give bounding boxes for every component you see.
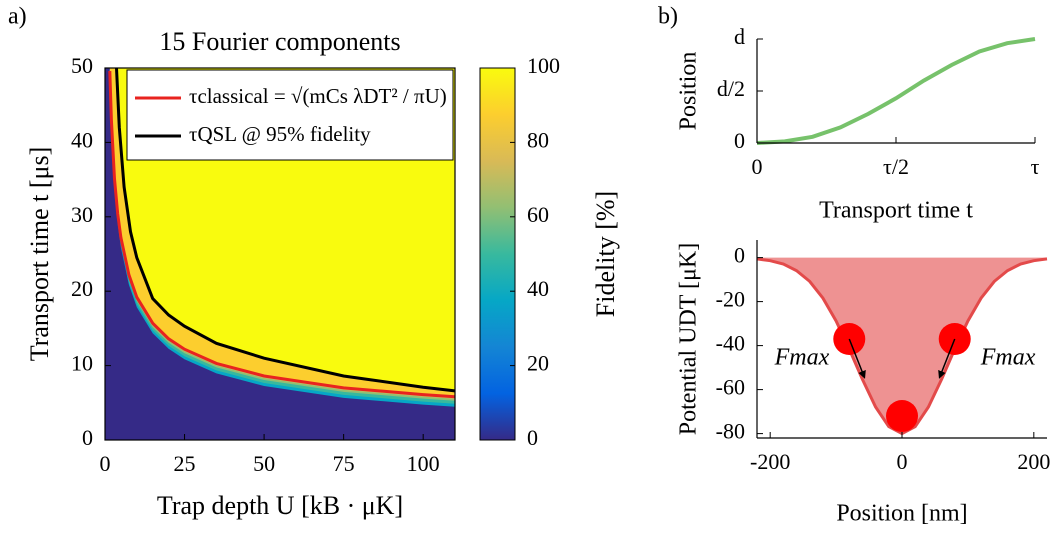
y-tick-label: -60 [716,375,745,400]
y-tick-label: 50 [71,53,93,78]
colorbar-label: Fidelity [%] [591,191,620,317]
particle [886,400,918,432]
y-tick-label: d [734,24,745,49]
x-axis-label: Transport time t [819,198,973,224]
x-tick-label: 0 [897,449,908,474]
legend-box [126,69,454,161]
colorbar-tick-label: 20 [527,351,549,376]
colorbar [479,67,516,441]
panel-label: b) [658,4,678,30]
line [108,70,455,399]
legend-label: τQSL @ 95% fidelity [189,122,371,146]
y-tick-label: 0 [82,425,93,450]
x-axis-label: Trap depth U [kB · μK] [157,491,403,520]
line [756,37,1036,145]
y-axis-label: Transport time t [μs] [25,147,54,361]
y-tick-label: -80 [716,419,745,444]
colorbar-tick-label: 0 [527,425,538,450]
y-tick-label: 20 [71,276,93,301]
x-tick-label: τ/2 [883,154,909,179]
x-tick-label: 0 [100,451,111,476]
colorbar-tick-label: 80 [527,127,549,152]
panel-label: a) [8,4,27,30]
y-tick-label: 30 [71,202,93,227]
x-tick-label: 200 [1017,449,1050,474]
y-tick-label: -20 [716,287,745,312]
x-axis-label: Position [nm] [836,501,967,527]
colorbar-tick-label: 60 [527,202,549,227]
x-tick-label: 75 [333,451,355,476]
y-tick-label: 0 [734,243,745,268]
x-tick-label: τ [1031,154,1040,179]
y-tick-label: 40 [71,127,93,152]
x-tick-label: 100 [407,451,440,476]
colorbar-tick-label: 100 [527,53,560,78]
y-tick-label: 0 [734,128,745,153]
legend-label: τclassical = √(mCs λDT² / πU) [189,84,447,108]
line [115,68,455,393]
y-axis-label: Position [676,52,702,131]
y-tick-label: -40 [716,331,745,356]
x-tick-label: 0 [752,154,763,179]
colorbar-tick-label: 40 [527,276,549,301]
y-tick-label: 10 [71,351,93,376]
force-arrow [848,338,866,379]
axes-box [104,67,456,441]
y-tick-label: d/2 [717,76,745,101]
x-tick-label: -200 [750,449,790,474]
chart-title: 15 Fourier components [159,27,400,56]
annotation: Fmax [980,345,1036,371]
force-arrow [938,338,956,379]
x-tick-label: 50 [253,451,275,476]
x-tick-label: 25 [174,451,196,476]
y-axis-label: Potential UDT [μK] [676,243,702,435]
area [757,257,1047,434]
annotation: Fmax [774,345,830,371]
